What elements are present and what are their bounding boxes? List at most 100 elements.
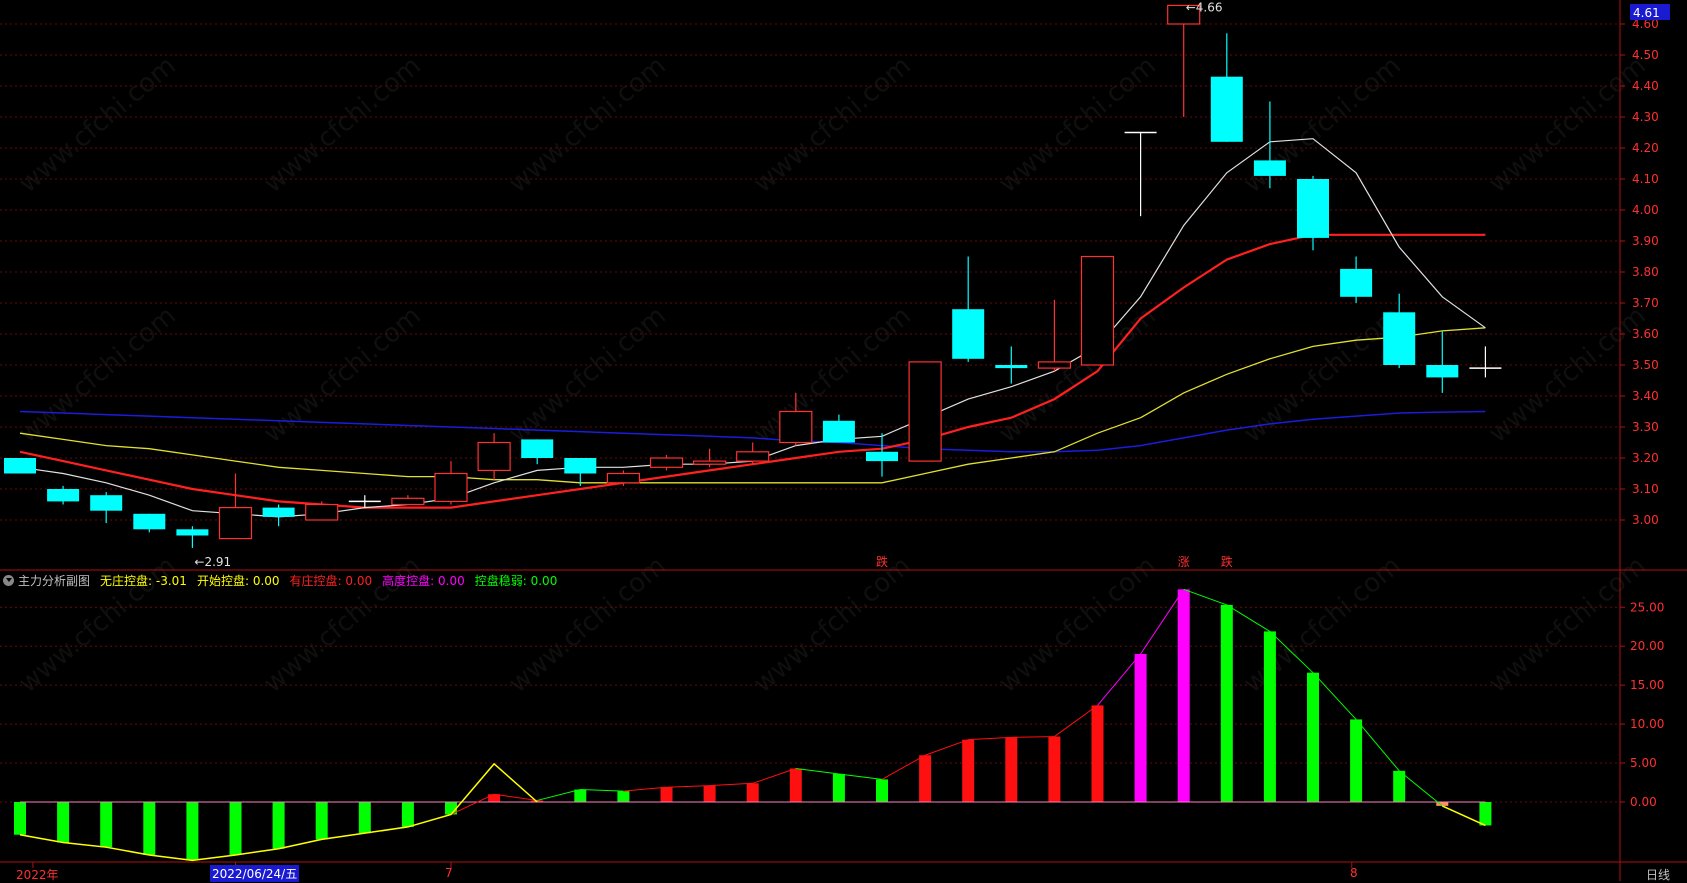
y-tick-label: 4.20 — [1632, 141, 1659, 155]
indicator-connector — [752, 768, 796, 784]
candle-body — [1297, 179, 1329, 238]
y-tick-label: 5.00 — [1630, 756, 1657, 770]
legend-item-1: 开始控盘: 0.00 — [196, 573, 280, 588]
indicator-title[interactable]: 主力分析副图 — [18, 573, 91, 588]
legend-value: 0.00 — [345, 573, 373, 588]
ma-red-line — [19, 233, 1486, 509]
candle-body — [779, 410, 813, 444]
indicator-bar — [229, 802, 242, 855]
candle-body — [995, 365, 1028, 369]
candle-body — [133, 513, 166, 530]
period-label[interactable]: 日线 — [1646, 868, 1671, 882]
y-tick-label: 4.50 — [1632, 48, 1659, 62]
candle-body — [90, 495, 123, 511]
y-tick-label: 15.00 — [1630, 678, 1664, 692]
legend-item-2: 有庄控盘: 0.00 — [289, 573, 373, 588]
indicator-bar — [1220, 604, 1233, 802]
legend-name: 有庄控盘 — [289, 573, 338, 588]
legend-item-3: 高度控盘: 0.00 — [382, 573, 465, 588]
candle-body — [908, 361, 942, 462]
indicator-bar — [660, 787, 673, 802]
ma-blue-line — [19, 410, 1486, 453]
y-tick-label: 4.60 — [1632, 17, 1659, 31]
indicator-connector — [1183, 588, 1227, 606]
legend-name: 控盘稳弱 — [474, 573, 523, 588]
indicator-bar — [1479, 802, 1492, 826]
price-annotation: ←4.66 — [1186, 0, 1223, 14]
indicator-connector — [1269, 631, 1314, 674]
indicator-connector — [1140, 589, 1185, 655]
candle-body — [692, 460, 727, 465]
indicator-connector — [795, 768, 839, 775]
candle-body — [649, 457, 684, 468]
legend-name: 高度控盘 — [382, 573, 431, 588]
ma-yellow-line — [19, 327, 1486, 484]
date-label-year: 2022年 — [16, 868, 59, 882]
candle-body — [1383, 312, 1416, 365]
indicator-bar — [488, 794, 501, 802]
y-tick-label: 0.00 — [1630, 795, 1657, 809]
date-label-month-8: 8 — [1350, 866, 1358, 880]
indicator-connector — [1398, 770, 1443, 807]
candle-body — [262, 507, 295, 517]
indicator-connector — [1226, 604, 1271, 632]
indicator-bar — [315, 802, 328, 840]
indicator-bar — [186, 802, 199, 861]
indicator-connector — [838, 773, 883, 780]
indicator-bar — [617, 791, 630, 802]
y-tick-label: 3.60 — [1632, 327, 1659, 341]
yellow-control-line — [1441, 805, 1486, 827]
indicator-bar — [272, 802, 285, 849]
indicator-bar — [1393, 770, 1406, 802]
indicator-bar — [1177, 589, 1190, 802]
candle-body — [521, 439, 554, 458]
candle-body — [736, 451, 770, 462]
candle-body — [391, 497, 425, 506]
indicator-bar — [1307, 672, 1319, 802]
indicator-bar — [1436, 802, 1449, 806]
indicator-connector — [881, 754, 926, 780]
legend-value: -3.01 — [155, 573, 187, 588]
indicator-bar — [703, 785, 716, 802]
indicator-bar — [100, 802, 113, 848]
y-tick-label: 20.00 — [1630, 639, 1664, 653]
candle-body — [1037, 361, 1072, 369]
chevron-down-icon[interactable] — [3, 574, 14, 586]
candle-body — [822, 420, 855, 443]
candle-body — [952, 309, 985, 359]
indicator-bar — [1048, 736, 1061, 802]
indicator-connector — [494, 793, 538, 801]
indicator-bar — [789, 768, 802, 802]
candle-body — [4, 458, 36, 474]
indicator-bar — [1005, 737, 1018, 802]
y-tick-label: 10.00 — [1630, 717, 1664, 731]
indicator-bar — [746, 783, 759, 802]
legend-name: 无庄控盘 — [100, 573, 149, 588]
indicator-connector — [968, 736, 1012, 741]
y-tick-label: 3.90 — [1632, 234, 1659, 248]
candle-body — [1210, 76, 1243, 142]
candle-body — [606, 472, 641, 484]
indicator-connector — [450, 793, 495, 815]
legend-value: 0.00 — [438, 573, 465, 588]
y-tick-label: 3.20 — [1632, 451, 1659, 465]
y-tick-label: 3.40 — [1632, 389, 1659, 403]
price-annotation: ←2.91 — [194, 555, 231, 569]
yellow-control-line — [19, 762, 538, 862]
y-tick-label: 3.80 — [1632, 265, 1659, 279]
legend-name: 开始控盘 — [196, 573, 245, 588]
indicator-bar — [574, 789, 587, 802]
signal-marker: 跌 — [876, 554, 888, 569]
indicator-connector — [924, 739, 969, 756]
indicator-bar — [1350, 719, 1363, 802]
indicator-bar — [401, 802, 414, 827]
indicator-connector — [1011, 736, 1055, 738]
candle-body — [1167, 4, 1201, 25]
indicator-connector — [709, 782, 753, 787]
y-tick-label: 3.50 — [1632, 358, 1659, 372]
candle-body — [305, 503, 339, 521]
candle-body — [1253, 160, 1286, 176]
indicator-connector — [666, 785, 710, 788]
indicator-connector — [537, 789, 581, 801]
